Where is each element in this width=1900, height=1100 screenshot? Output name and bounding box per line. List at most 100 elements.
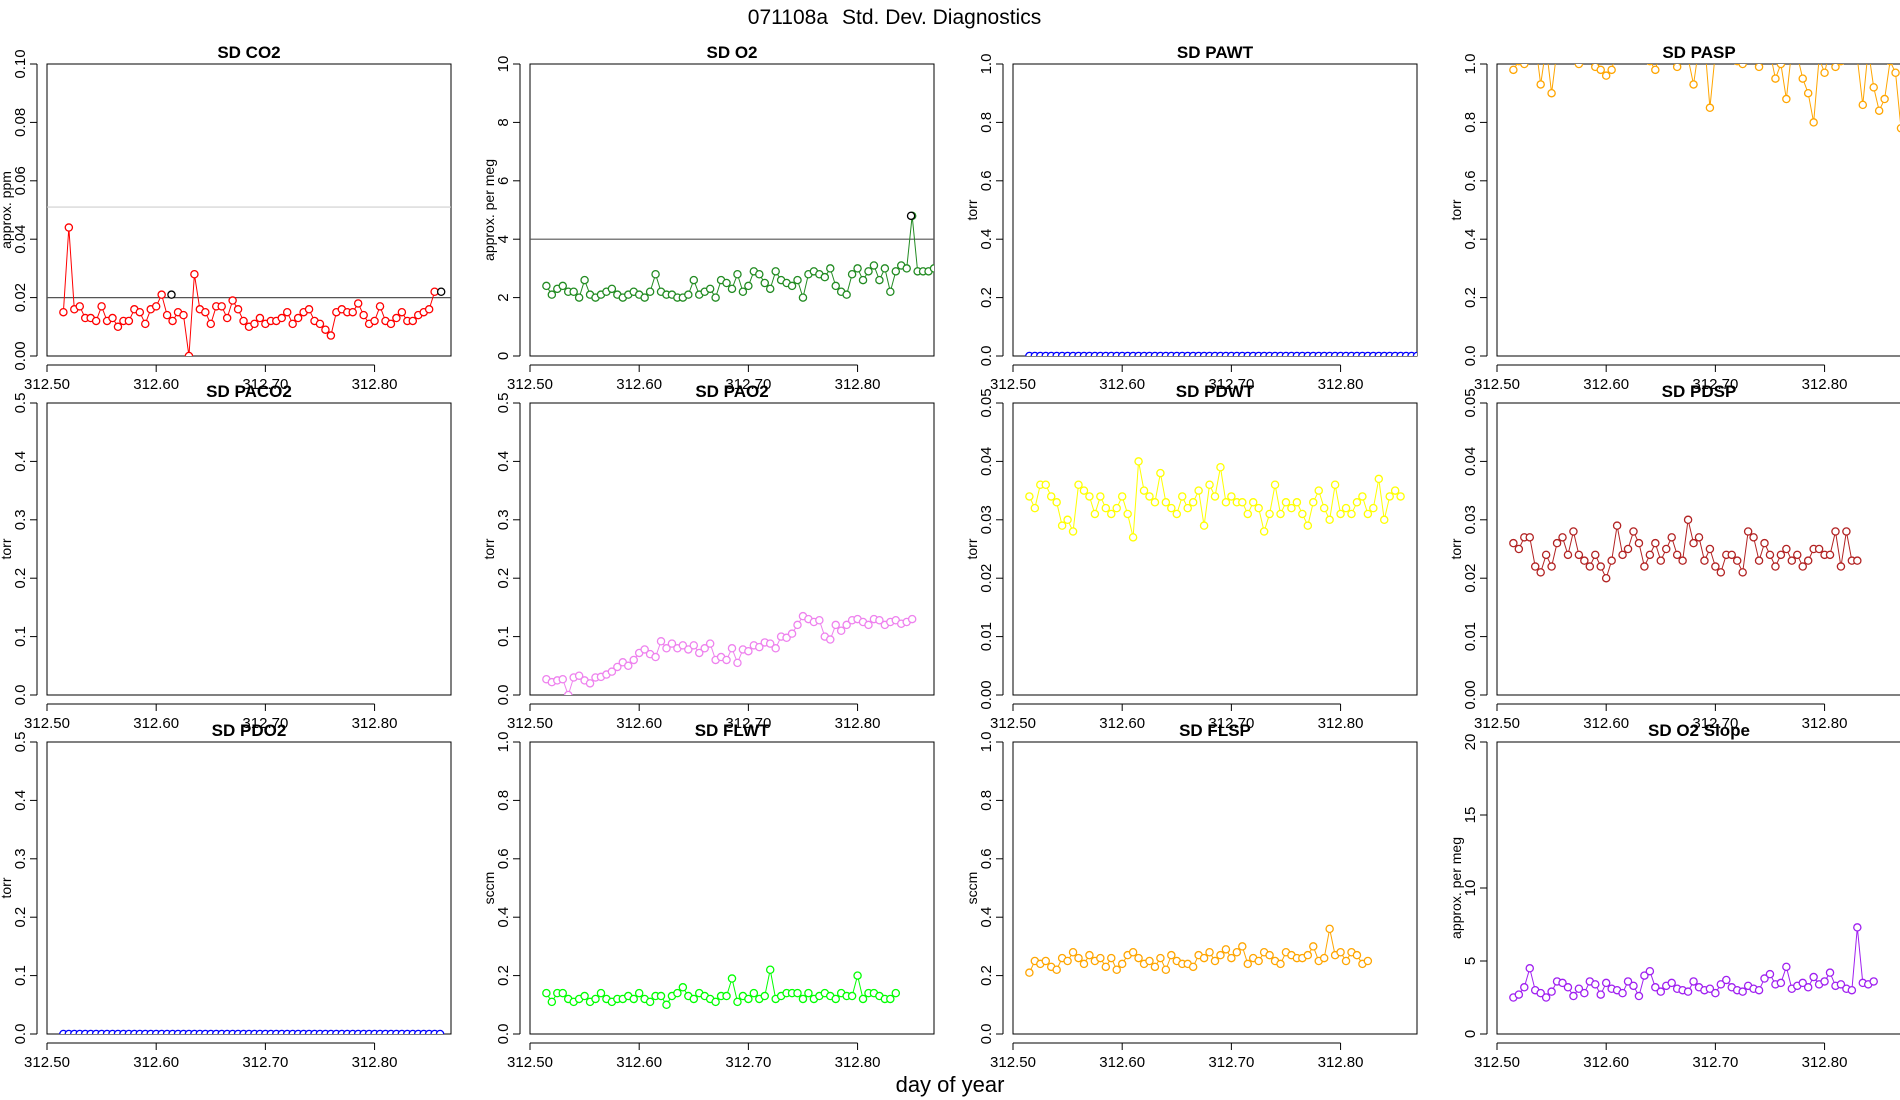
data-point xyxy=(1325,515,1334,525)
data-point xyxy=(558,674,568,684)
series-group xyxy=(1509,923,1878,1002)
data-point xyxy=(1624,49,1631,56)
data-point xyxy=(727,974,737,983)
data-point xyxy=(558,988,568,998)
data-point xyxy=(1341,503,1351,513)
data-point xyxy=(842,620,851,630)
data-point xyxy=(1574,64,1584,69)
y-tick-label: 0.0 xyxy=(978,1024,995,1045)
data-point xyxy=(1167,950,1176,960)
data-point xyxy=(1101,503,1111,513)
data-point xyxy=(1569,527,1578,536)
data-point xyxy=(1711,988,1720,998)
data-point xyxy=(1046,492,1056,501)
data-point xyxy=(831,281,840,291)
data-point xyxy=(815,615,824,625)
data-point xyxy=(689,994,699,1004)
x-tick-label: 312.70 xyxy=(1692,376,1738,393)
data-point xyxy=(705,639,715,648)
data-point xyxy=(1820,977,1829,986)
chart-panel: SD PAWT torr 312.50 312.60 312.70 312.80 0.0 0.… xyxy=(964,43,1418,393)
data-point xyxy=(1303,521,1313,530)
y-tick-label: 0.05 xyxy=(978,388,995,417)
x-tick-label: 312.50 xyxy=(24,715,70,732)
data-point xyxy=(1623,544,1633,554)
panel-title: SD O2 xyxy=(706,43,757,62)
data-point xyxy=(1782,544,1791,554)
chart-panel: SD O2 approx. per meg 312.50 312.60 312.70 31… xyxy=(481,43,935,393)
data-point xyxy=(1547,562,1556,571)
y-tick-label: 8 xyxy=(495,118,512,126)
data-point xyxy=(1722,975,1731,985)
data-point xyxy=(1745,40,1752,47)
data-point xyxy=(875,275,884,285)
data-point xyxy=(1803,556,1813,565)
y-tick-label: 0.03 xyxy=(978,505,995,534)
chart-panel: SD PASP torr 312.50 312.60 312.70 312.80 0.0 0.… xyxy=(1448,40,1900,393)
data-point xyxy=(1558,978,1567,988)
data-point xyxy=(1848,43,1855,50)
data-point xyxy=(656,991,666,1001)
data-point xyxy=(1541,993,1551,1002)
data-point xyxy=(1591,980,1600,989)
x-tick-label: 312.60 xyxy=(133,1054,179,1071)
plot-frame xyxy=(46,741,452,1035)
data-point xyxy=(1896,124,1900,133)
y-tick-label: 0.2 xyxy=(12,568,29,589)
data-point xyxy=(733,997,742,1007)
y-tick-label: 0.05 xyxy=(1462,388,1479,417)
data-point xyxy=(765,639,775,648)
data-point xyxy=(1831,527,1840,536)
x-tick-label: 312.70 xyxy=(725,376,771,393)
x-tick-label: 312.60 xyxy=(133,715,179,732)
data-point xyxy=(1412,351,1417,356)
data-point xyxy=(1766,49,1773,56)
data-point xyxy=(831,620,840,630)
data-point xyxy=(793,988,802,998)
y-tick-label: 0.8 xyxy=(1462,112,1479,133)
highlight-point xyxy=(436,287,446,297)
data-point xyxy=(727,284,737,294)
y-tick-label: 0.2 xyxy=(495,965,512,986)
data-point xyxy=(1683,515,1693,525)
panel-title: SD PDSP xyxy=(1662,382,1737,401)
data-point xyxy=(222,313,232,323)
data-point xyxy=(651,652,660,662)
y-tick-label: 0.4 xyxy=(12,790,29,811)
y-tick-label: 0.08 xyxy=(12,108,29,137)
panel-title: SD PAO2 xyxy=(695,382,768,401)
x-tick-label: 312.60 xyxy=(616,715,662,732)
x-tick-label: 312.70 xyxy=(725,1054,771,1071)
data-point xyxy=(842,290,851,299)
y-tick-label: 0.3 xyxy=(12,509,29,530)
plot-frame xyxy=(1012,741,1418,1035)
x-tick-label: 312.80 xyxy=(1318,1054,1364,1071)
y-tick-label: 0.2 xyxy=(978,965,995,986)
data-point xyxy=(1025,968,1034,977)
chart-panel: SD PACO2 torr 312.50 312.60 312.70 312.80 0.0 0… xyxy=(0,382,452,732)
data-point xyxy=(1041,956,1051,966)
data-point xyxy=(1798,74,1807,83)
data-point xyxy=(607,284,617,294)
series-group xyxy=(530,211,934,302)
data-point xyxy=(1248,498,1258,507)
data-point xyxy=(1738,64,1747,69)
data-point xyxy=(645,997,655,1007)
data-point xyxy=(288,319,297,329)
data-point xyxy=(1750,46,1757,53)
data-point xyxy=(864,620,873,630)
x-tick-label: 312.60 xyxy=(616,376,662,393)
data-point xyxy=(1172,509,1182,519)
data-point xyxy=(304,305,314,314)
y-tick-label: 0.8 xyxy=(495,790,512,811)
data-point xyxy=(201,307,210,317)
data-point xyxy=(574,293,584,302)
data-point xyxy=(1629,527,1638,536)
data-point xyxy=(1782,94,1791,104)
data-point xyxy=(1630,40,1637,47)
highlight-point xyxy=(906,211,916,221)
y-tick-label: 0.4 xyxy=(12,451,29,472)
data-point xyxy=(1646,64,1653,66)
data-point xyxy=(141,319,150,329)
